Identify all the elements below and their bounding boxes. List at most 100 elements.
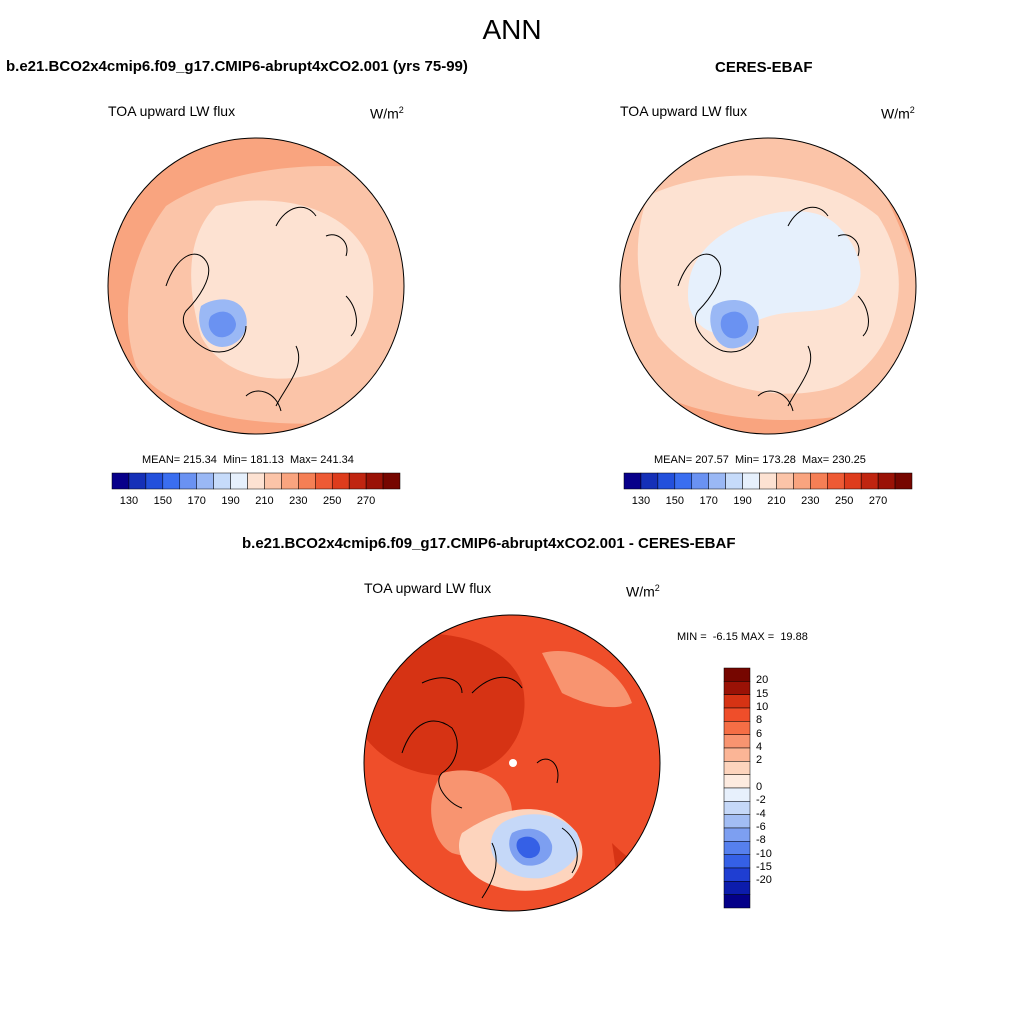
colorbar-tick-label: 0 (756, 781, 763, 793)
right-polar-map (619, 137, 917, 435)
colorbar-swatch (247, 472, 265, 490)
colorbar-swatch (640, 472, 659, 490)
diff-units: W/m2 (626, 583, 660, 600)
colorbar-swatch (810, 472, 828, 490)
colorbar-swatch (894, 472, 913, 490)
colorbar-tick-label: 270 (356, 495, 376, 507)
diff-polar-map (363, 614, 661, 912)
colorbar-swatch (827, 472, 845, 490)
left-units: W/m2 (370, 105, 404, 122)
colorbar-tick-label: 250 (835, 495, 854, 507)
colorbar-tick-label: -20 (756, 874, 772, 887)
colorbar-swatch (723, 814, 751, 829)
right-variable-label: TOA upward LW flux (620, 103, 748, 119)
diff-stats: MIN = -6.15 MAX = 19.88 (677, 631, 808, 643)
colorbar-tick-label: 10 (756, 701, 769, 713)
colorbar-swatch (691, 472, 709, 490)
left-polar-map (107, 137, 405, 435)
colorbar-tick-label: -10 (756, 847, 772, 860)
colorbar-tick-label: 250 (323, 495, 342, 507)
left-colorbar (111, 472, 401, 490)
colorbar-swatch (723, 881, 751, 895)
colorbar-tick-label: -2 (756, 794, 766, 807)
colorbar-swatch (657, 472, 676, 490)
colorbar-swatch (298, 472, 316, 490)
colorbar-swatch (723, 707, 751, 722)
colorbar-tick-label: 170 (699, 495, 718, 507)
colorbar-swatch (230, 472, 248, 490)
colorbar-tick-label: 190 (221, 495, 240, 507)
colorbar-tick-label: 8 (756, 714, 763, 727)
colorbar-tick-label: -15 (756, 861, 772, 873)
colorbar-swatch (725, 472, 743, 490)
colorbar-swatch (860, 472, 879, 490)
colorbar-swatch (723, 774, 751, 789)
colorbar-swatch (723, 787, 751, 802)
colorbar-tick-label: 150 (153, 495, 172, 507)
colorbar-tick-label: 4 (756, 741, 763, 753)
colorbar-tick-label: -4 (756, 807, 766, 820)
colorbar-tick-label: 230 (801, 495, 820, 507)
left-stats: MEAN= 215.34 Min= 181.13 Max= 241.34 (142, 454, 354, 466)
colorbar-tick-label: 230 (289, 495, 308, 507)
colorbar-swatch (111, 472, 130, 490)
colorbar-swatch (723, 854, 751, 869)
colorbar-swatch (213, 472, 231, 490)
colorbar-tick-label: 270 (868, 495, 888, 507)
colorbar-swatch (723, 841, 751, 855)
colorbar-swatch (877, 472, 896, 490)
colorbar-tick-label: 20 (756, 674, 769, 687)
diff-dark-region (364, 633, 660, 911)
colorbar-swatch (365, 472, 384, 490)
colorbar-tick-label: 170 (187, 495, 206, 507)
diff-light-region (431, 651, 632, 856)
colorbar-swatch (382, 472, 401, 490)
colorbar-tick-label: 6 (756, 727, 763, 740)
right-coastlines (677, 206, 869, 412)
diff-pole-mask (509, 759, 517, 767)
left-panel-title: b.e21.BCO2x4cmip6.f09_g17.CMIP6-abrupt4x… (6, 58, 468, 75)
colorbar-swatch (162, 472, 181, 490)
colorbar-swatch (145, 472, 164, 490)
colorbar-tick-label: 210 (255, 495, 274, 507)
right-units: W/m2 (881, 105, 915, 122)
colorbar-swatch (348, 472, 367, 490)
diff-colorbar (723, 667, 751, 909)
colorbar-swatch (264, 472, 282, 490)
right-stats: MEAN= 207.57 Min= 173.28 Max= 230.25 (654, 454, 866, 466)
colorbar-swatch (843, 472, 862, 490)
colorbar-tick-label: 210 (767, 495, 786, 507)
diff-variable-label: TOA upward LW flux (364, 580, 492, 596)
left-variable-label: TOA upward LW flux (108, 103, 236, 119)
colorbar-swatch (759, 472, 777, 490)
colorbar-tick-label: 190 (733, 495, 752, 507)
colorbar-swatch (723, 801, 751, 815)
colorbar-swatch (723, 721, 751, 735)
right-colorbar (623, 472, 913, 490)
colorbar-swatch (723, 694, 751, 709)
colorbar-swatch (196, 472, 214, 490)
colorbar-swatch (723, 747, 751, 762)
colorbar-tick-label: 2 (756, 754, 763, 767)
colorbar-swatch (723, 667, 751, 682)
right-greenland-core (720, 311, 748, 339)
colorbar-tick-label: 150 (665, 495, 684, 507)
diff-blue-deep (516, 836, 541, 859)
colorbar-swatch (281, 472, 299, 490)
left-greenland-core (208, 311, 236, 338)
colorbar-swatch (708, 472, 726, 490)
colorbar-swatch (315, 472, 333, 490)
diff-panel-title: b.e21.BCO2x4cmip6.f09_g17.CMIP6-abrupt4x… (242, 535, 736, 552)
colorbar-tick-label: -8 (756, 834, 766, 847)
colorbar-swatch (128, 472, 147, 490)
colorbar-swatch (723, 761, 751, 775)
colorbar-swatch (776, 472, 794, 490)
colorbar-tick-label: 130 (119, 495, 139, 507)
colorbar-tick-label: 15 (756, 687, 769, 700)
colorbar-swatch (723, 894, 751, 909)
colorbar-tick-label: 130 (631, 495, 651, 507)
right-panel-title: CERES-EBAF (715, 59, 813, 76)
diff-coastlines (401, 676, 578, 899)
colorbar-swatch (674, 472, 693, 490)
main-title: ANN (482, 14, 542, 45)
